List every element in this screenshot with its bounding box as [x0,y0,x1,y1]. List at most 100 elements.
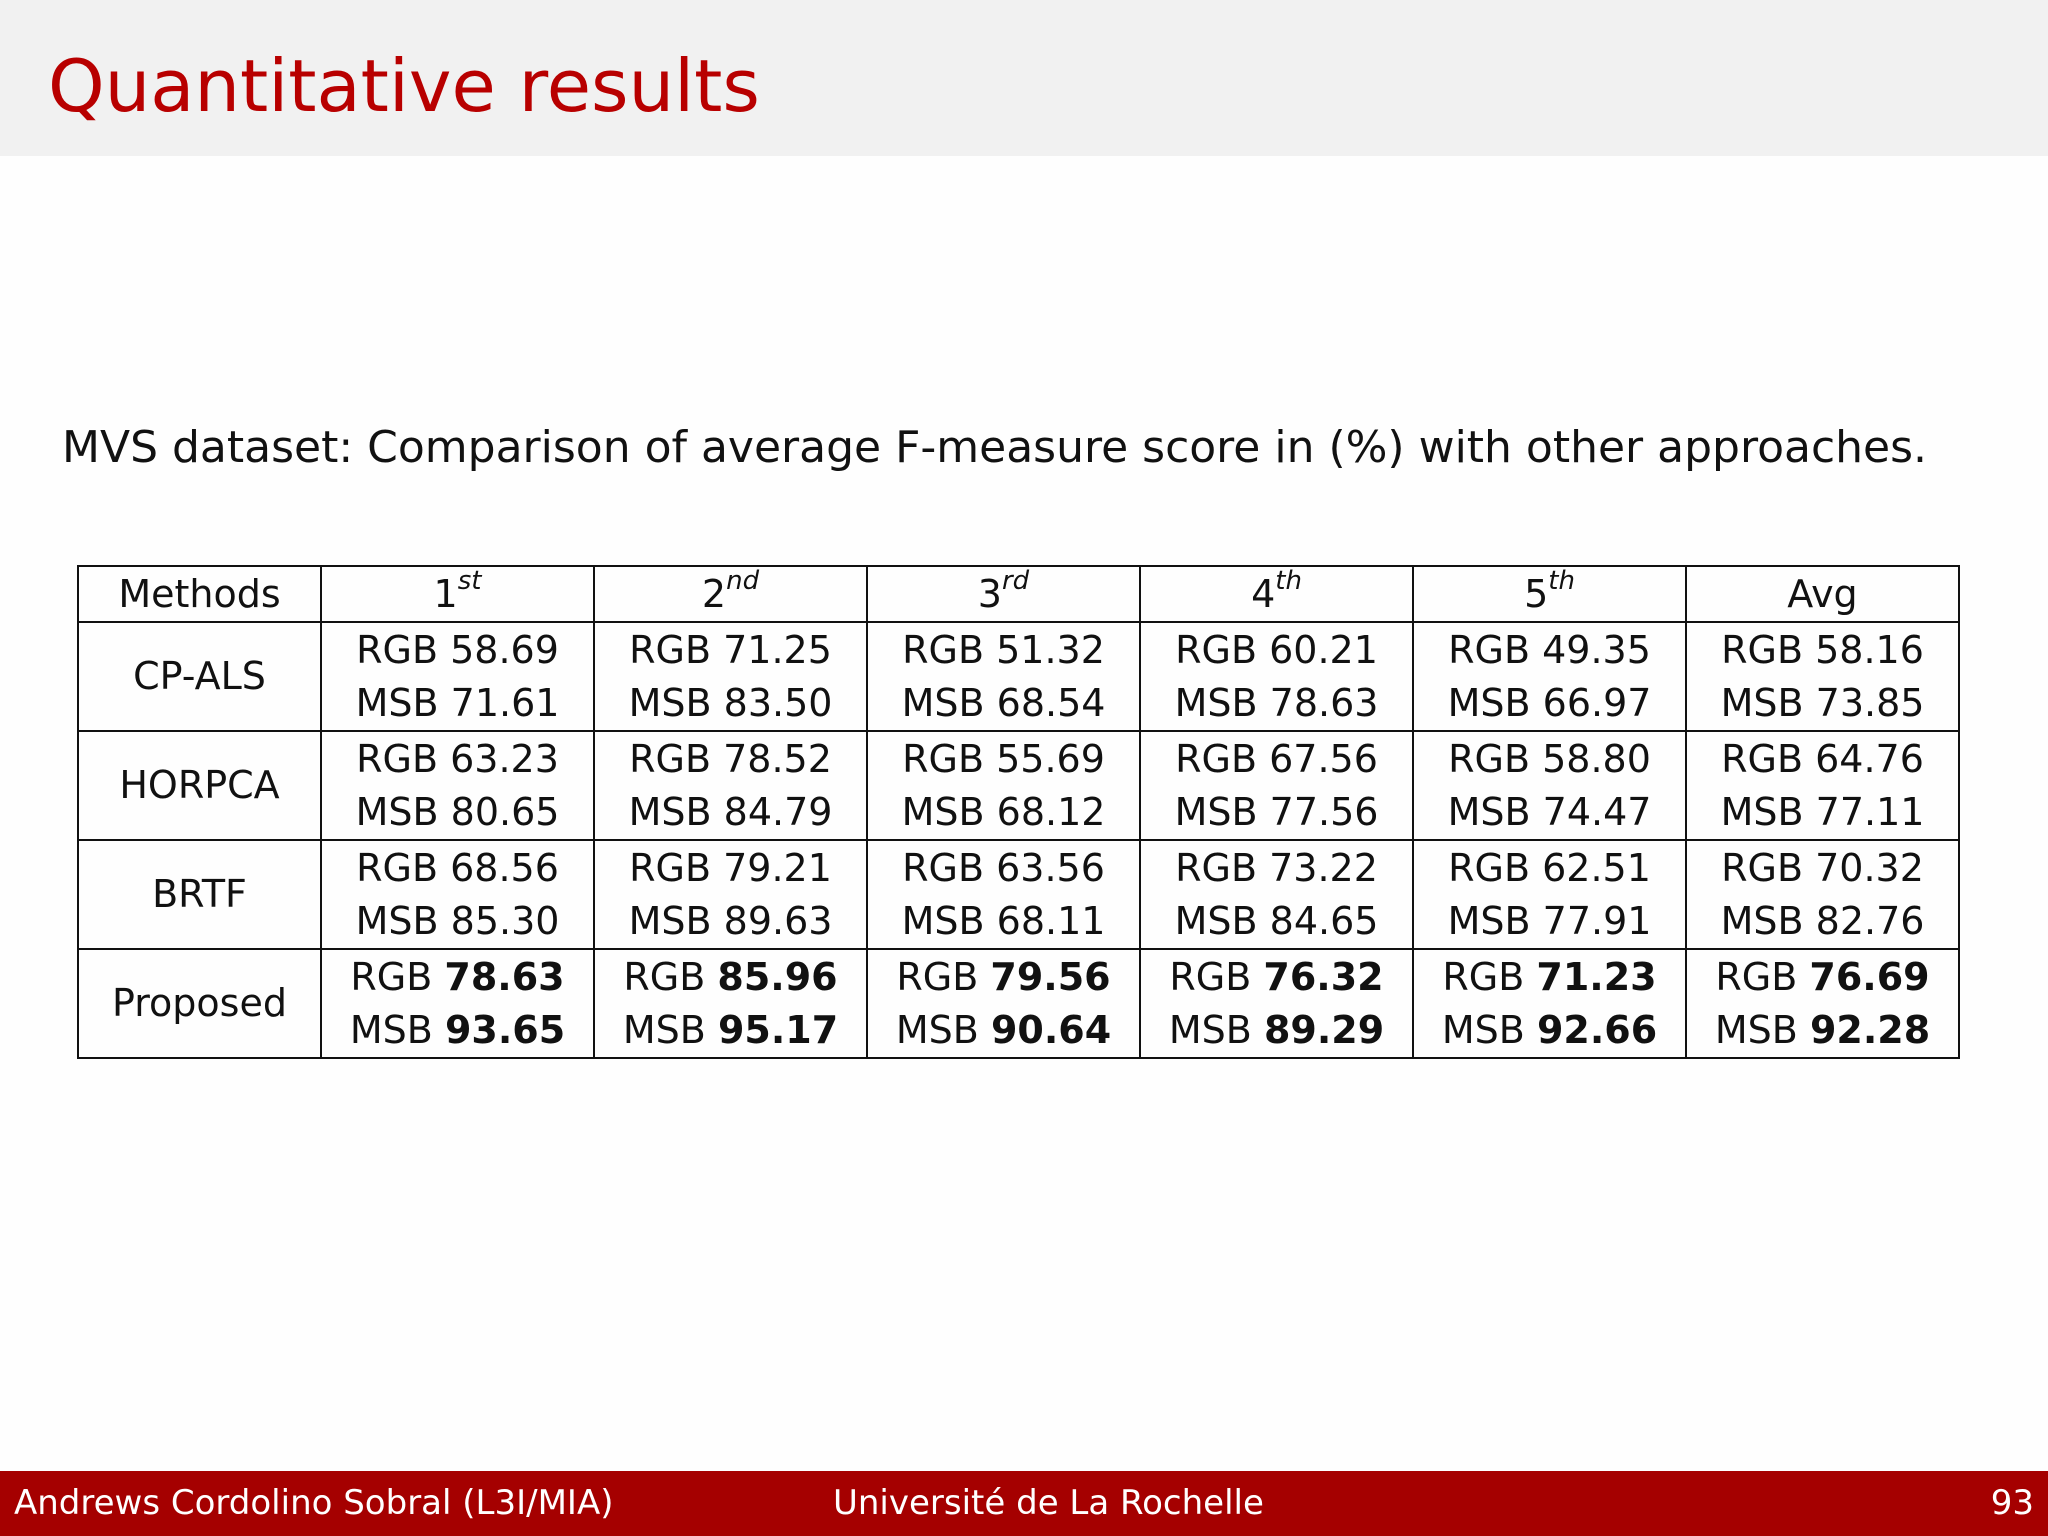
rgb-label: RGB [1721,736,1804,781]
rgb-value: 55.69 [996,736,1105,781]
score-cell: RGB 85.96 MSB 95.17 [593,948,868,1059]
rgb-line: RGB 78.63 [322,951,593,1004]
msb-line: MSB 78.63 [1141,677,1412,730]
rgb-line: RGB 58.16 [1687,624,1958,677]
msb-line: MSB 68.54 [868,677,1139,730]
rgb-value: 67.56 [1269,736,1378,781]
slide-header: Quantitative results [0,0,2048,156]
msb-label: MSB [1174,789,1258,834]
rgb-label: RGB [1448,845,1531,890]
msb-value: 78.63 [1269,680,1379,725]
rgb-label: RGB [1448,627,1531,672]
rgb-label: RGB [623,954,706,999]
rgb-value: 60.21 [1269,627,1378,672]
rgb-line: RGB 67.56 [1141,733,1412,786]
rgb-label: RGB [1721,627,1804,672]
score-cell: RGB 76.69 MSB 92.28 [1685,948,1960,1059]
msb-line: MSB 85.30 [322,895,593,948]
rgb-value: 79.56 [990,954,1111,999]
header-4th: 4th [1139,565,1414,623]
msb-line: MSB 89.29 [1141,1004,1412,1057]
score-cell: RGB 51.32 MSB 68.54 [866,621,1141,732]
rgb-line: RGB 64.76 [1687,733,1958,786]
rgb-line: RGB 58.69 [322,624,593,677]
score-cell: RGB 63.23 MSB 80.65 [320,730,595,841]
msb-value: 77.91 [1542,898,1652,943]
rgb-label: RGB [1169,954,1252,999]
rgb-label: RGB [1175,845,1258,890]
rgb-line: RGB 62.51 [1414,842,1685,895]
score-cell: RGB 71.25 MSB 83.50 [593,621,868,732]
method-name: Proposed [77,948,322,1059]
msb-value: 95.17 [717,1007,839,1052]
msb-label: MSB [1720,789,1804,834]
header-avg: Avg [1685,565,1960,623]
table-row: HORPCA RGB 63.23 MSB 80.65 RGB 78.52 MSB 84.… [77,730,1960,841]
msb-value: 92.66 [1536,1007,1658,1052]
score-cell: RGB 58.16 MSB 73.85 [1685,621,1960,732]
msb-line: MSB 83.50 [595,677,866,730]
rgb-label: RGB [896,954,979,999]
msb-label: MSB [1714,1007,1798,1052]
msb-value: 77.56 [1269,789,1379,834]
score-cell: RGB 58.80 MSB 74.47 [1412,730,1687,841]
method-name: CP-ALS [77,621,322,732]
slide-footer: Andrews Cordolino Sobral (L3I/MIA) Unive… [0,1471,2048,1536]
msb-label: MSB [355,680,439,725]
msb-label: MSB [349,1007,433,1052]
rgb-label: RGB [1448,736,1531,781]
msb-value: 89.29 [1263,1007,1385,1052]
msb-value: 90.64 [990,1007,1112,1052]
header-2nd: 2nd [593,565,868,623]
rgb-label: RGB [1721,845,1804,890]
rgb-line: RGB 71.25 [595,624,866,677]
header-num: 5 [1524,572,1549,616]
footer-author: Andrews Cordolino Sobral (L3I/MIA) [14,1483,614,1523]
rgb-value: 51.32 [996,627,1105,672]
rgb-label: RGB [356,627,439,672]
score-cell: RGB 62.51 MSB 77.91 [1412,839,1687,950]
rgb-value: 64.76 [1815,736,1924,781]
msb-label: MSB [901,789,985,834]
msb-value: 89.63 [723,898,833,943]
score-cell: RGB 63.56 MSB 68.11 [866,839,1141,950]
rgb-line: RGB 76.32 [1141,951,1412,1004]
header-sup: st [457,566,482,596]
msb-label: MSB [355,898,439,943]
rgb-line: RGB 63.23 [322,733,593,786]
rgb-value: 63.56 [996,845,1105,890]
score-cell: RGB 78.63 MSB 93.65 [320,948,595,1059]
rgb-label: RGB [1715,954,1798,999]
msb-value: 85.30 [450,898,560,943]
rgb-line: RGB 55.69 [868,733,1139,786]
rgb-label: RGB [629,627,712,672]
header-1st: 1st [320,565,595,623]
score-cell: RGB 67.56 MSB 77.56 [1139,730,1414,841]
score-cell: RGB 68.56 MSB 85.30 [320,839,595,950]
msb-label: MSB [1174,898,1258,943]
rgb-label: RGB [902,736,985,781]
msb-label: MSB [1447,680,1531,725]
rgb-line: RGB 51.32 [868,624,1139,677]
rgb-label: RGB [350,954,433,999]
rgb-line: RGB 79.21 [595,842,866,895]
header-num: 4 [1251,572,1276,616]
header-num: 2 [701,572,727,616]
results-table: Methods 1st 2nd 3rd 4th 5th Avg CP-ALS RG… [77,565,1960,1059]
table-row: BRTF RGB 68.56 MSB 85.30 RGB 79.21 MSB 89.63… [77,839,1960,950]
msb-label: MSB [1720,898,1804,943]
rgb-line: RGB 49.35 [1414,624,1685,677]
msb-line: MSB 68.11 [868,895,1139,948]
rgb-label: RGB [1175,627,1258,672]
score-cell: RGB 49.35 MSB 66.97 [1412,621,1687,732]
rgb-label: RGB [902,845,985,890]
method-name: BRTF [77,839,322,950]
rgb-label: RGB [356,845,439,890]
msb-label: MSB [628,898,712,943]
rgb-label: RGB [629,736,712,781]
msb-label: MSB [1720,680,1804,725]
table-header-row: Methods 1st 2nd 3rd 4th 5th Avg [77,565,1960,623]
header-sup: rd [1001,566,1030,596]
score-cell: RGB 58.69 MSB 71.61 [320,621,595,732]
rgb-value: 73.22 [1269,845,1378,890]
